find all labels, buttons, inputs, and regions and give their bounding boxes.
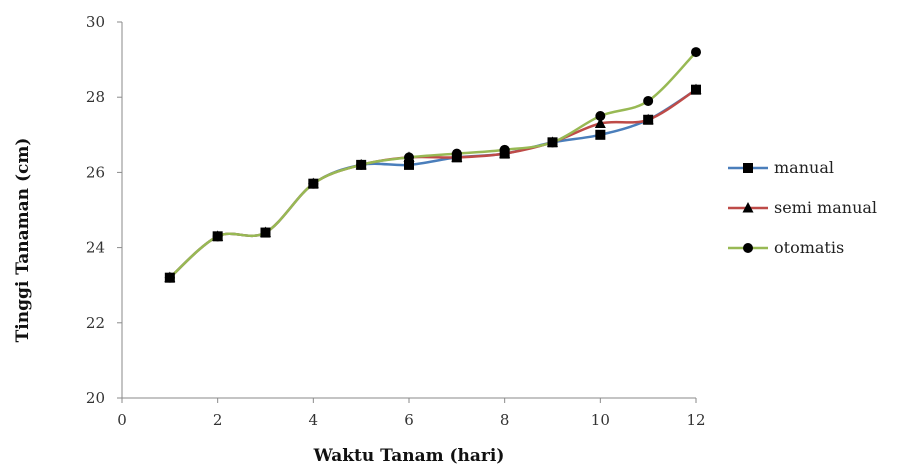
legend-item: manual: [728, 158, 834, 177]
y-tick-label: 20: [86, 389, 105, 407]
y-tick-label: 26: [86, 163, 105, 181]
x-tick-label: 4: [309, 411, 319, 429]
y-axis-ticks: 20 22 24 26 28 30: [86, 13, 122, 407]
legend-item: semi manual: [728, 198, 877, 217]
x-axis-ticks: 0 2 4 6 8 10 12: [117, 398, 706, 429]
data-point: [404, 152, 414, 163]
data-point: [356, 159, 367, 170]
data-point: [499, 144, 510, 155]
series-markers-manual: [164, 84, 701, 283]
data-point: [595, 129, 606, 140]
legend: manual semi manual otomatis: [728, 158, 877, 257]
data-point: [308, 178, 319, 189]
y-tick-label: 24: [86, 239, 105, 257]
y-tick-label: 30: [86, 13, 105, 31]
legend-marker: [743, 243, 753, 253]
legend-marker: [742, 202, 754, 213]
data-point: [595, 111, 606, 121]
data-point: [594, 117, 606, 129]
x-axis-title: Waktu Tanam (hari): [313, 446, 505, 466]
series-line-otomatis: [169, 51, 697, 279]
x-tick-label: 2: [213, 411, 223, 429]
series-line-manual: [169, 88, 697, 279]
series-markers-otomatis: [164, 47, 701, 283]
legend-label: otomatis: [774, 238, 844, 257]
data-point: [404, 159, 414, 170]
x-tick-label: 8: [500, 411, 510, 429]
x-tick-label: 10: [591, 411, 610, 429]
x-tick-label: 6: [404, 411, 414, 429]
data-point: [643, 95, 654, 106]
series-line-semi-manual: [169, 88, 697, 279]
y-axis-title: Tinggi Tanaman (cm): [13, 138, 33, 343]
series-layer: [164, 47, 702, 283]
data-point: [547, 137, 558, 148]
legend-marker: [743, 163, 753, 173]
legend-label: manual: [774, 158, 834, 177]
data-point: [260, 227, 271, 238]
data-point: [212, 231, 223, 242]
legend-label: semi manual: [774, 198, 877, 217]
series-markers-semi-manual: [164, 83, 702, 283]
x-tick-label: 0: [117, 411, 127, 429]
y-tick-label: 28: [86, 88, 105, 106]
legend-item: otomatis: [728, 238, 844, 257]
x-tick-label: 12: [686, 411, 705, 429]
y-tick-label: 22: [86, 314, 105, 332]
data-point: [642, 113, 654, 125]
data-point: [451, 148, 462, 159]
data-point: [690, 83, 702, 95]
data-point: [691, 47, 701, 58]
data-point: [164, 272, 175, 283]
